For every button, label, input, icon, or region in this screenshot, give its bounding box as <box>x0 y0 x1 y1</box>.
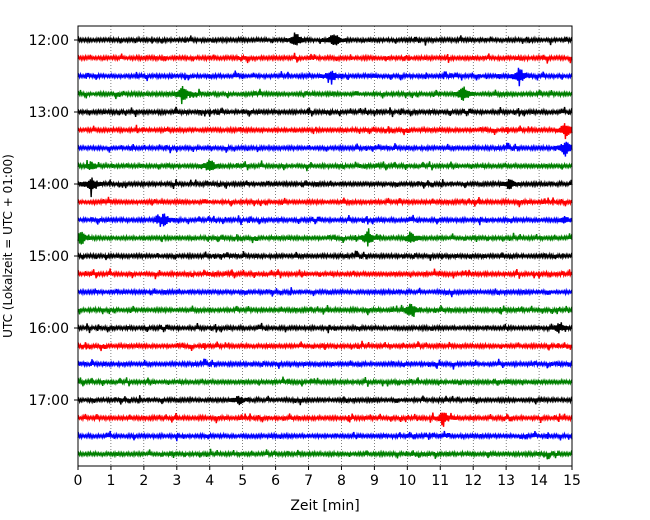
x-tick-label: 14 <box>530 473 548 489</box>
x-tick-label: 10 <box>398 473 416 489</box>
x-tick-label: 7 <box>304 473 313 489</box>
seismic-trace <box>77 430 573 442</box>
x-tick-label: 12 <box>464 473 482 489</box>
x-tick-label: 8 <box>337 473 346 489</box>
seismic-trace <box>77 52 573 64</box>
seismic-trace <box>77 106 573 118</box>
seismic-trace <box>77 250 573 261</box>
seismic-trace <box>77 358 573 370</box>
x-tick-label: 11 <box>431 473 449 489</box>
seismic-trace <box>77 32 573 46</box>
x-tick-label: 13 <box>497 473 515 489</box>
seismic-trace <box>77 228 573 247</box>
y-tick-label: 13:00 <box>29 105 69 121</box>
seismic-trace <box>77 448 573 460</box>
y-tick-label: 14:00 <box>29 177 69 193</box>
seismic-trace <box>77 159 573 172</box>
seismic-trace <box>77 287 573 298</box>
y-tick-label: 12:00 <box>29 33 69 49</box>
grid-lines <box>110 26 540 466</box>
x-tick-label: 3 <box>172 473 181 489</box>
seismic-trace <box>77 141 573 157</box>
seismic-trace <box>77 196 573 208</box>
y-tick-label: 15:00 <box>29 249 69 265</box>
x-tick-label: 4 <box>205 473 214 489</box>
seismic-trace <box>77 412 573 427</box>
x-tick-label: 1 <box>106 473 115 489</box>
seismic-trace <box>77 303 573 318</box>
plot-frame <box>77 25 573 467</box>
seismic-traces <box>77 32 573 460</box>
seismic-trace <box>77 268 573 280</box>
y-tick-label: 16:00 <box>29 321 69 337</box>
x-tick-label: 5 <box>238 473 247 489</box>
seismic-trace <box>77 213 573 227</box>
x-tick-label: 0 <box>74 473 83 489</box>
y-axis-ticks: 12:00 13:00 14:00 15:00 16:00 17:00 <box>29 33 78 409</box>
x-tick-label: 9 <box>370 473 379 489</box>
seismic-trace <box>77 86 573 105</box>
y-tick-label: 17:00 <box>29 393 69 409</box>
seismic-trace <box>77 322 573 334</box>
seismic-trace <box>77 376 573 387</box>
x-axis-label: Zeit [min] <box>290 498 359 514</box>
seismic-trace <box>77 395 573 406</box>
y-axis-label: UTC (Lokalzeit = UTC + 01:00) <box>1 154 15 338</box>
seismic-trace <box>77 67 573 87</box>
seismic-trace <box>77 340 573 352</box>
x-tick-label: 2 <box>139 473 148 489</box>
x-tick-label: 6 <box>271 473 280 489</box>
seismic-trace <box>77 123 573 140</box>
x-tick-label: 15 <box>563 473 581 489</box>
seismic-trace <box>77 177 573 198</box>
x-axis-ticks: 0 1 2 3 4 5 6 7 8 9 10 11 12 13 14 15 <box>74 466 581 489</box>
